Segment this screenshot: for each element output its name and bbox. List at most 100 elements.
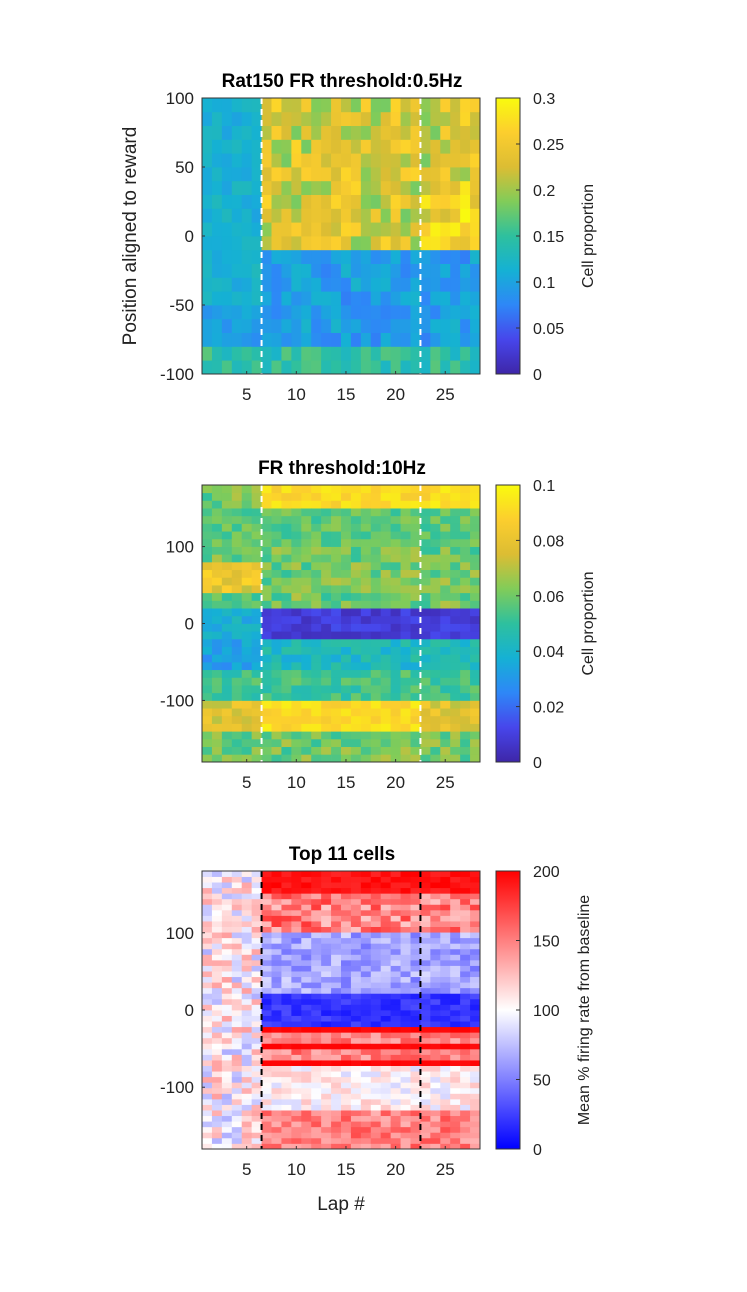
heatmap-cell: [400, 661, 411, 671]
heatmap-cell: [261, 959, 272, 966]
heatmap-cell: [321, 1087, 332, 1094]
heatmap-cell: [281, 661, 292, 671]
heatmap-cell: [321, 1071, 332, 1078]
heatmap-cell: [400, 871, 411, 877]
heatmap-cell: [321, 937, 332, 944]
heatmap-cell: [460, 1071, 471, 1078]
heatmap-cell: [202, 998, 213, 1005]
heatmap-cell: [271, 249, 282, 264]
heatmap-cell: [470, 577, 481, 586]
heatmap-cell: [341, 1015, 352, 1022]
heatmap-cell: [440, 139, 451, 154]
heatmap-cell: [202, 932, 213, 939]
heatmap-cell: [420, 1071, 431, 1078]
heatmap-cell: [400, 139, 411, 154]
heatmap-cell: [221, 998, 233, 1005]
heatmap-cell: [231, 318, 243, 333]
heatmap-cell: [341, 1104, 352, 1111]
heatmap-cell: [221, 1015, 233, 1022]
heatmap-cell: [420, 677, 431, 686]
heatmap-cell: [301, 876, 312, 883]
heatmap-cell: [460, 1004, 471, 1011]
heatmap-cell: [400, 898, 411, 905]
x-tick-label: 5: [242, 773, 251, 792]
heatmap-cell: [241, 263, 253, 278]
heatmap-cell: [321, 993, 332, 1000]
heatmap-cell: [241, 987, 253, 994]
heatmap-cell: [400, 692, 411, 701]
heatmap-cell: [341, 1032, 352, 1039]
heatmap-cell: [251, 167, 262, 182]
heatmap-cell: [311, 669, 322, 678]
colorbar-tick-label: 0.02: [533, 700, 564, 717]
heatmap-cell: [211, 692, 223, 701]
heatmap-cell: [221, 887, 233, 894]
heatmap-cell: [301, 971, 312, 978]
heatmap-cell: [400, 654, 411, 663]
heatmap-cell: [261, 546, 272, 555]
heatmap-cell: [271, 669, 282, 678]
x-tick-label: 15: [337, 773, 356, 792]
heatmap-cell: [331, 993, 342, 1000]
heatmap-cell: [360, 1093, 372, 1100]
heatmap-cell: [460, 263, 471, 278]
heatmap-cell: [281, 738, 292, 748]
heatmap-cell: [460, 1121, 471, 1128]
heatmap-cell: [321, 746, 332, 755]
heatmap-cell: [202, 638, 213, 647]
heatmap-cell: [241, 1065, 253, 1072]
heatmap-cell: [450, 1082, 461, 1089]
heatmap-cell: [410, 1132, 421, 1139]
heatmap-cell: [341, 561, 352, 571]
heatmap-cell: [350, 943, 362, 950]
heatmap-cell: [470, 111, 481, 126]
heatmap-cell: [271, 1037, 282, 1044]
heatmap-cell: [251, 1143, 262, 1150]
heatmap-cell: [430, 904, 441, 911]
heatmap-cell: [420, 360, 431, 375]
heatmap-cell: [291, 1082, 302, 1089]
heatmap-cell: [211, 1032, 223, 1039]
x-tick-label: 10: [287, 1160, 306, 1179]
heatmap-cell: [430, 993, 441, 1000]
heatmap-cell: [360, 971, 372, 978]
heatmap-cell: [211, 887, 223, 894]
heatmap-cell: [360, 932, 372, 939]
heatmap-cell: [261, 937, 272, 944]
heatmap-cell: [331, 959, 342, 966]
heatmap-cell: [450, 893, 461, 900]
heatmap-cell: [231, 982, 243, 989]
heatmap-cell: [410, 987, 421, 994]
heatmap-cell: [331, 500, 342, 509]
heatmap-cell: [281, 515, 292, 524]
heatmap-cell: [341, 1121, 352, 1128]
heatmap-cell: [450, 948, 461, 955]
heatmap-cell: [450, 561, 461, 571]
heatmap-cell: [440, 909, 451, 916]
heatmap-cell: [321, 1137, 332, 1144]
heatmap-cell: [281, 1143, 292, 1150]
y-tick-label: 50: [175, 158, 194, 177]
heatmap-cell: [221, 754, 233, 763]
heatmap-cell: [202, 893, 213, 900]
heatmap-cell: [281, 600, 292, 609]
heatmap-cell: [202, 909, 213, 916]
heatmap-cell: [271, 194, 282, 209]
heatmap-cell: [202, 976, 213, 983]
heatmap-cell: [301, 1032, 312, 1039]
heatmap-cell: [380, 631, 392, 640]
heatmap-cell: [360, 723, 372, 732]
heatmap-cell: [390, 1082, 401, 1089]
heatmap-cell: [291, 1137, 302, 1144]
heatmap-cell: [450, 959, 461, 966]
heatmap-cell: [321, 1082, 332, 1089]
heatmap-cell: [420, 98, 431, 113]
heatmap-cell: [450, 592, 461, 601]
heatmap-cell: [271, 1132, 282, 1139]
heatmap-cell: [460, 318, 471, 333]
heatmap-cell: [380, 167, 392, 182]
heatmap-cell: [460, 485, 471, 494]
heatmap-cell: [470, 1115, 481, 1122]
heatmap-cell: [470, 921, 481, 927]
heatmap-cell: [321, 222, 332, 237]
